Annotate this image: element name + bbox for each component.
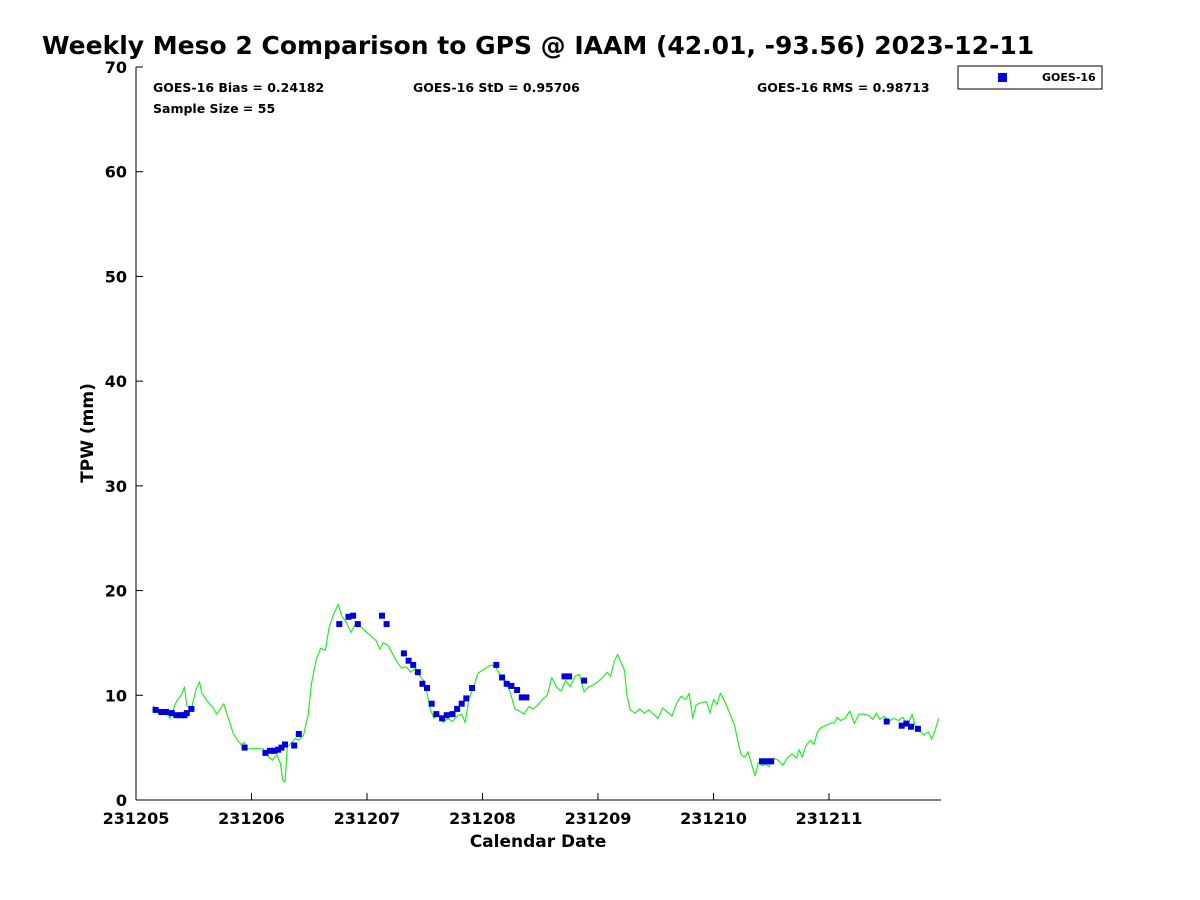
goes16-data-point xyxy=(469,685,476,691)
goes16-data-point xyxy=(400,650,407,657)
goes16-data-point xyxy=(241,744,248,751)
goes16-data-point xyxy=(561,673,568,680)
goes16-data-point xyxy=(898,722,905,729)
y-tick-label: 40 xyxy=(105,372,127,391)
goes16-data-point xyxy=(908,723,914,730)
legend-marker xyxy=(998,73,1007,82)
y-tick-label: 30 xyxy=(105,477,127,496)
goes16-data-point xyxy=(443,712,450,719)
goes16-data-point xyxy=(914,725,921,732)
goes16-data-point xyxy=(424,685,430,691)
goes16-data-point xyxy=(152,706,159,713)
goes16-data-point xyxy=(163,709,169,715)
x-axis-label: Calendar Date xyxy=(470,832,607,852)
goes16-data-point xyxy=(379,612,385,619)
goes16-data-point xyxy=(454,705,461,712)
goes16-data-point xyxy=(514,687,521,693)
goes16-data-point xyxy=(173,712,180,719)
legend-label: GOES-16 xyxy=(1042,71,1096,84)
x-ticks: 231205 231206 231207 231208 231209 231210 2312… xyxy=(103,793,863,828)
y-ticks: 0 10 20 30 40 50 60 70 xyxy=(105,58,143,810)
goes16-data-point xyxy=(295,731,302,737)
bias-stat: GOES-16 Bias = 0.24182 xyxy=(153,80,324,95)
goes16-data-point xyxy=(581,677,588,684)
sample-size-stat: Sample Size = 55 xyxy=(153,101,275,116)
goes16-data-point xyxy=(903,720,910,727)
goes16-data-point xyxy=(523,694,530,701)
x-tick-label: 231207 xyxy=(334,809,401,828)
goes16-data-point xyxy=(410,661,417,668)
x-tick-label: 231206 xyxy=(218,809,285,828)
goes16-data-point xyxy=(282,741,288,748)
goes16-data-point xyxy=(449,711,456,718)
x-tick-label: 231205 xyxy=(103,809,170,828)
goes16-data-point xyxy=(168,710,175,717)
legend-box xyxy=(957,65,1103,90)
goes16-data-point xyxy=(419,680,426,687)
goes16-data-point xyxy=(518,694,525,701)
y-tick-label: 70 xyxy=(105,58,127,77)
goes16-data-point xyxy=(499,674,506,681)
x-tick-label: 231209 xyxy=(565,809,632,828)
goes16-data-point xyxy=(493,661,500,668)
goes16-data-point xyxy=(291,742,298,749)
goes16-data-point xyxy=(350,612,357,619)
goes16-data-point xyxy=(566,673,573,680)
goes16-data-point xyxy=(439,715,446,722)
x-tick-label: 231208 xyxy=(449,809,516,828)
y-axis-label: TPW (mm) xyxy=(78,383,98,483)
goes16-data-point xyxy=(503,680,510,687)
goes16-data-point xyxy=(262,749,269,756)
goes16-data-point xyxy=(158,709,165,715)
x-tick-label: 231211 xyxy=(796,809,863,828)
chart-title: Weekly Meso 2 Comparison to GPS @ IAAM (… xyxy=(42,31,1034,60)
goes16-data-point xyxy=(433,711,440,718)
goes16-data-point xyxy=(336,621,343,628)
goes16-data-point xyxy=(463,695,470,702)
y-tick-label: 60 xyxy=(105,163,127,182)
legend: GOES-16 xyxy=(957,65,1103,90)
x-tick-label: 231210 xyxy=(680,809,747,828)
goes16-data-point xyxy=(383,621,390,628)
goes16-data-point xyxy=(271,747,278,754)
goes16-data-point xyxy=(188,705,195,712)
goes16-data-point xyxy=(278,744,285,751)
goes16-data-point xyxy=(428,700,435,707)
gps-series-line xyxy=(152,603,940,783)
std-stat: GOES-16 StD = 0.95706 xyxy=(413,80,580,95)
goes16-data-point xyxy=(178,712,184,719)
y-tick-label: 20 xyxy=(105,582,127,601)
goes16-data-point xyxy=(508,682,515,689)
goes16-data-point xyxy=(405,657,412,664)
goes16-data-point xyxy=(267,747,273,754)
y-tick-label: 50 xyxy=(105,267,127,286)
goes16-data-point xyxy=(345,613,352,620)
goes16-data-point xyxy=(275,746,282,753)
rms-stat: GOES-16 RMS = 0.98713 xyxy=(757,80,930,95)
series-layer xyxy=(152,603,940,783)
goes16-data-point xyxy=(883,718,890,725)
goes16-data-point xyxy=(768,758,775,765)
plot-area: 0 10 20 30 40 50 60 70 231205 231206 231207 231208… xyxy=(103,58,941,828)
y-tick-label: 10 xyxy=(105,686,127,705)
goes16-data-point xyxy=(183,710,190,717)
goes16-data-point xyxy=(354,621,361,628)
y-tick-label: 0 xyxy=(116,791,127,810)
goes16-data-point xyxy=(763,758,770,765)
goes16-data-point xyxy=(759,758,765,765)
goes16-data-point xyxy=(458,700,465,707)
goes16-data-point xyxy=(414,669,421,676)
